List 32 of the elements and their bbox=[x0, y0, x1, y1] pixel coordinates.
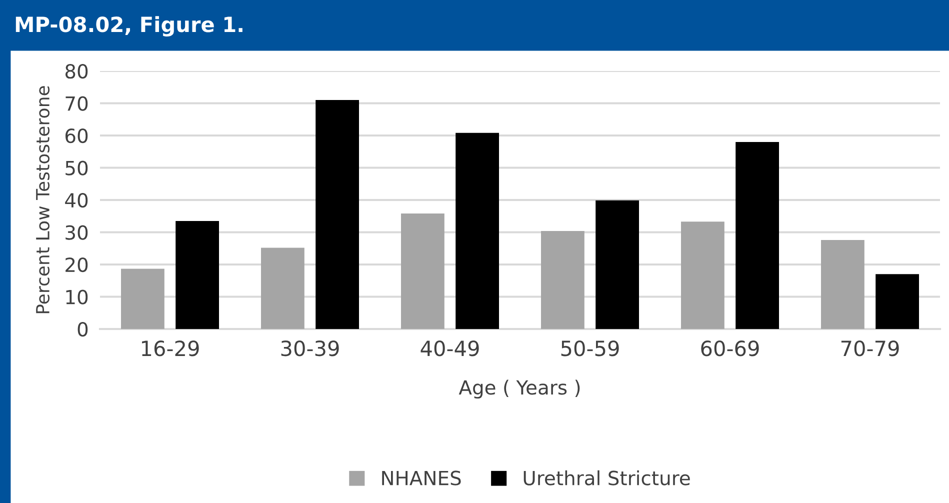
y-tick-label: 80 bbox=[65, 64, 88, 79]
y-tick-label: 0 bbox=[78, 322, 88, 337]
bar bbox=[596, 200, 639, 329]
y-tick-label: 50 bbox=[66, 160, 88, 176]
x-tick-label: 60-69 bbox=[701, 340, 759, 356]
bar bbox=[821, 240, 864, 329]
x-tick-label: 30-39 bbox=[281, 340, 339, 356]
legend-label: Urethral Stricture bbox=[524, 470, 690, 486]
bar bbox=[456, 132, 499, 329]
x-tick-label: 50-59 bbox=[561, 340, 619, 356]
x-axis-title: Age ( Years ) bbox=[458, 380, 580, 399]
chart-title: MP-08.02, Figure 1. bbox=[16, 16, 242, 36]
bar bbox=[316, 100, 359, 329]
bar bbox=[541, 230, 584, 329]
y-tick-label: 60 bbox=[66, 128, 88, 144]
bar bbox=[401, 214, 444, 329]
y-tick-label: 30 bbox=[66, 225, 88, 240]
bar bbox=[876, 274, 919, 329]
x-tick-label: 40-49 bbox=[420, 340, 479, 356]
x-tick-label: 70-79 bbox=[841, 340, 899, 356]
x-tick-label: 16-29 bbox=[142, 340, 199, 356]
bar bbox=[176, 220, 219, 329]
bar bbox=[681, 222, 724, 329]
bar bbox=[261, 248, 304, 329]
y-axis-title: Percent Low Testosterone bbox=[36, 86, 50, 314]
bar bbox=[736, 142, 779, 329]
y-tick-label: 40 bbox=[65, 192, 88, 208]
y-tick-label: 10 bbox=[66, 290, 88, 304]
y-tick-label: 70 bbox=[66, 96, 88, 111]
y-tick-label: 20 bbox=[66, 257, 88, 272]
bar bbox=[121, 268, 164, 329]
legend-label: NHANES bbox=[382, 470, 461, 486]
